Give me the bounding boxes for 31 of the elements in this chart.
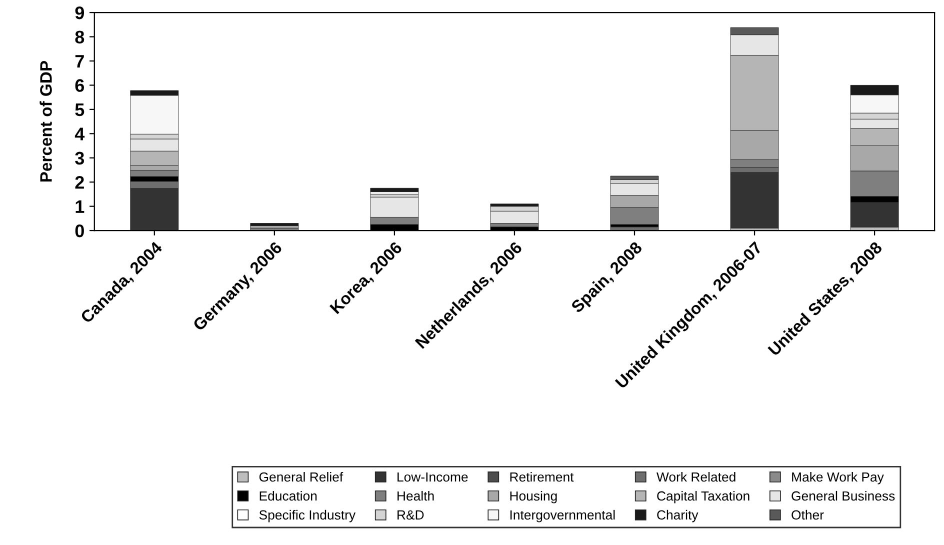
legend-label: Education <box>260 490 317 501</box>
legend-label: Housing <box>510 490 557 504</box>
legend-label: Specific Industry <box>259 510 356 522</box>
y-axis-title: Percent of GDP <box>40 60 52 182</box>
y-tick-label: 1 <box>76 200 84 213</box>
legend-label: Work Related <box>656 472 736 482</box>
legend-label: Capital Taxation <box>657 490 750 504</box>
bar <box>250 223 299 226</box>
bar <box>730 172 779 228</box>
y-tick-label: 8 <box>75 30 84 44</box>
legend-label: General Relief <box>259 472 344 482</box>
y-tick-label: 5 <box>75 104 84 116</box>
legend-label: R&D <box>398 510 424 520</box>
bar <box>490 210 539 224</box>
legend-label: Retirement <box>510 472 574 482</box>
y-tick-label: 4 <box>74 128 85 140</box>
y-tick-label: 9 <box>75 6 84 20</box>
y-tick-label: 0 <box>75 224 84 238</box>
bar <box>370 188 419 192</box>
y-tick-label: 7 <box>75 55 84 68</box>
y-tick-label: 6 <box>75 79 84 92</box>
legend-label: Make Work Pay <box>792 472 884 484</box>
legend-label: Charity <box>657 510 698 522</box>
legend-label: General Business <box>792 490 895 501</box>
bar <box>610 176 659 180</box>
y-tick-label: 3 <box>75 152 84 165</box>
legend-label: Intergovernmental <box>510 510 615 522</box>
legend-label: Health <box>398 490 434 501</box>
legend-label: Other <box>792 510 824 520</box>
y-tick-label: 2 <box>75 176 84 189</box>
legend-label: Low-Income <box>398 472 468 482</box>
